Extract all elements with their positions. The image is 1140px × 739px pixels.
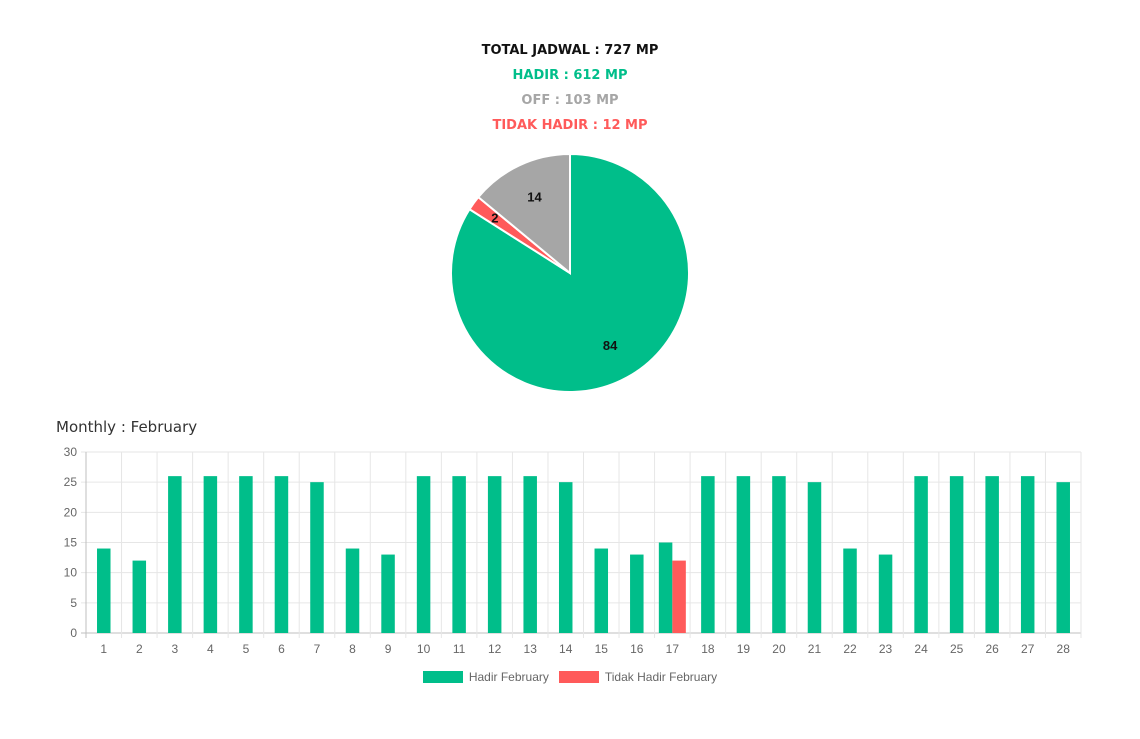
bar-hadir-21[interactable] — [807, 482, 822, 633]
bar-hadir-3[interactable] — [168, 476, 182, 633]
bar-hadir-9[interactable] — [381, 554, 395, 633]
bar-hadir-28[interactable] — [1056, 482, 1070, 633]
bar-hadir-26[interactable] — [985, 476, 999, 633]
pie-label-tidak-hadir: 2 — [491, 210, 498, 225]
legend-swatch-tidak-hadir — [558, 671, 599, 683]
x-tick-label: 21 — [808, 642, 822, 656]
x-tick-label: 6 — [278, 642, 285, 656]
bar-hadir-16[interactable] — [630, 554, 644, 633]
y-tick-label: 0 — [70, 626, 77, 640]
summary-tidak-hadir: TIDAK HADIR : 12 MP — [492, 118, 648, 133]
x-tick-label: 28 — [1057, 642, 1071, 656]
bar-hadir-6[interactable] — [274, 476, 289, 633]
pie-slice-off[interactable] — [476, 152, 571, 276]
x-tick-label: 4 — [207, 642, 214, 656]
summary-total: TOTAL JADWAL : 727 MP — [481, 43, 659, 58]
x-tick-label: 16 — [630, 642, 644, 656]
bar-hadir-15[interactable] — [594, 548, 609, 633]
bar-hadir-27[interactable] — [1020, 476, 1035, 633]
y-tick-label: 15 — [64, 536, 78, 550]
bar-hadir-17[interactable] — [658, 542, 673, 634]
legend-label-hadir: Hadir February — [468, 670, 549, 684]
x-tick-label: 1 — [100, 642, 107, 656]
x-tick-label: 19 — [737, 642, 751, 656]
bar-hadir-12[interactable] — [487, 476, 502, 633]
x-tick-label: 13 — [524, 642, 538, 656]
legend-item-tidak-hadir[interactable]: Tidak Hadir February — [558, 670, 718, 684]
summary-off: OFF : 103 MP — [521, 93, 619, 108]
x-tick-label: 7 — [314, 642, 321, 656]
x-tick-label: 11 — [453, 642, 466, 656]
pie-label-hadir: 84 — [603, 338, 618, 353]
x-tick-label: 20 — [772, 642, 786, 656]
x-tick-label: 5 — [243, 642, 250, 656]
bar-hadir-18[interactable] — [701, 476, 715, 633]
x-tick-label: 17 — [666, 642, 680, 656]
x-tick-label: 9 — [385, 642, 392, 656]
legend-label-tidak-hadir: Tidak Hadir February — [604, 670, 718, 684]
x-tick-label: 8 — [349, 642, 356, 656]
bar-hadir-10[interactable] — [416, 476, 431, 633]
x-tick-label: 23 — [879, 642, 893, 656]
bar-hadir-25[interactable] — [949, 476, 964, 633]
y-tick-label: 25 — [64, 475, 78, 489]
x-tick-label: 2 — [136, 642, 143, 656]
x-tick-label: 25 — [950, 642, 964, 656]
pie-chart: 84 2 14 — [450, 152, 690, 393]
x-tick-label: 10 — [417, 642, 431, 656]
bar-hadir-19[interactable] — [736, 476, 751, 633]
pie-label-off: 14 — [527, 190, 542, 205]
x-tick-label: 22 — [843, 642, 857, 656]
bar-hadir-2[interactable] — [132, 560, 147, 633]
x-tick-label: 14 — [559, 642, 573, 656]
y-tick-label: 5 — [70, 596, 77, 610]
x-tick-label: 26 — [985, 642, 999, 656]
bar-hadir-11[interactable] — [452, 476, 466, 633]
bar-legend: Hadir February Tidak Hadir February — [0, 670, 1140, 684]
monthly-title: Monthly : February — [56, 418, 198, 436]
bar-hadir-14[interactable] — [558, 482, 573, 633]
bar-hadir-23[interactable] — [878, 554, 893, 633]
bar-hadir-7[interactable] — [310, 482, 324, 633]
y-tick-label: 10 — [64, 566, 78, 580]
bar-hadir-8[interactable] — [345, 548, 360, 633]
summary-hadir: HADIR : 612 MP — [512, 68, 628, 83]
bar-hadir-22[interactable] — [843, 548, 857, 633]
bar-tidak-hadir-17[interactable] — [672, 560, 686, 633]
legend-item-hadir[interactable]: Hadir February — [422, 670, 549, 684]
bar-hadir-4[interactable] — [203, 476, 218, 633]
bar-hadir-5[interactable] — [239, 476, 253, 633]
y-tick-label: 30 — [64, 445, 78, 459]
bar-hadir-1[interactable] — [97, 548, 111, 633]
x-tick-label: 15 — [595, 642, 609, 656]
x-tick-label: 24 — [914, 642, 928, 656]
bar-hadir-20[interactable] — [772, 476, 786, 633]
y-tick-label: 20 — [64, 505, 78, 519]
x-tick-label: 3 — [171, 642, 178, 656]
bar-hadir-13[interactable] — [523, 476, 537, 633]
bar-hadir-24[interactable] — [914, 476, 928, 633]
legend-swatch-hadir — [422, 671, 463, 683]
x-tick-label: 12 — [488, 642, 502, 656]
x-tick-label: 18 — [701, 642, 715, 656]
x-tick-label: 27 — [1021, 642, 1035, 656]
